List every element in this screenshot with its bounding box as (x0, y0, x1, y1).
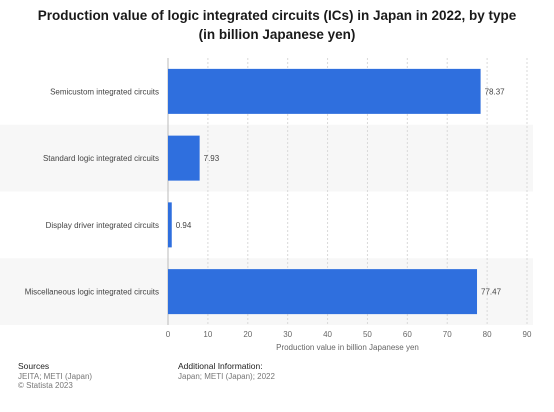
data-label: 78.37 (485, 87, 506, 96)
additional-info-heading: Additional Information: (178, 361, 263, 371)
bar (168, 269, 478, 315)
additional-info-block: Additional Information: Japan; METI (Jap… (178, 361, 275, 381)
category-label: Display driver integrated circuits (46, 221, 159, 230)
x-tick-label: 80 (483, 330, 492, 339)
sources-heading: Sources (18, 361, 50, 371)
copyright-line: © Statista 2023 (18, 381, 73, 390)
chart-title: Production value of logic integrated cir… (37, 8, 517, 42)
x-tick-label: 10 (203, 330, 212, 339)
bar (168, 202, 172, 248)
x-tick-label: 60 (403, 330, 412, 339)
data-label: 7.93 (204, 154, 220, 163)
sources-block: Sources JEITA; METI (Japan) © Statista 2… (18, 361, 93, 391)
x-tick-label: 50 (363, 330, 372, 339)
additional-info-line: Japan; METI (Japan); 2022 (178, 371, 275, 381)
x-tick-label: 40 (323, 330, 332, 339)
row-band (0, 124, 533, 192)
data-label: 0.94 (176, 221, 192, 230)
sources-line: JEITA; METI (Japan) (18, 371, 93, 381)
x-tick-label: 20 (243, 330, 252, 339)
x-tick-label: 0 (166, 330, 171, 339)
x-axis-title: Production value in billion Japanese yen (276, 343, 419, 352)
bar (168, 135, 200, 181)
x-tick-label: 30 (283, 330, 292, 339)
x-tick-label: 90 (523, 330, 532, 339)
category-label: Semicustom integrated circuits (50, 87, 159, 96)
category-label: Standard logic integrated circuits (43, 154, 159, 163)
data-label: 77.47 (481, 288, 502, 297)
category-label: Miscellaneous logic integrated circuits (25, 288, 159, 297)
bar (168, 68, 481, 114)
x-tick-label: 70 (443, 330, 452, 339)
